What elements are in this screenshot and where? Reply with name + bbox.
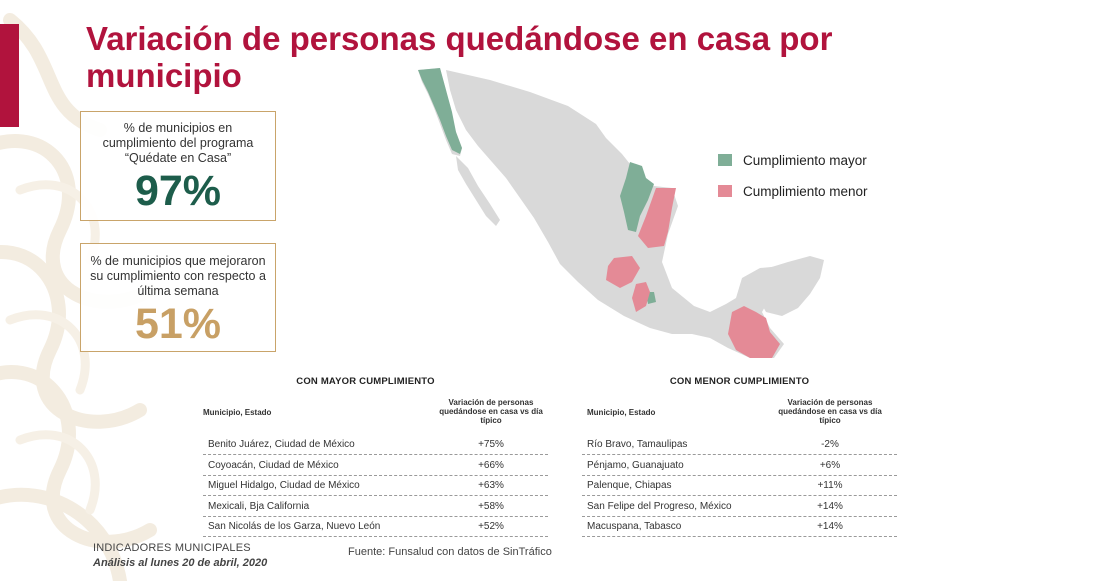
cell-municipio: Mexicali, Bja California: [208, 500, 310, 512]
legend-swatch-green: [718, 154, 732, 166]
cell-municipio: Pénjamo, Guanajuato: [587, 459, 684, 471]
legend-label: Cumplimiento mayor: [743, 152, 867, 168]
map-legend: Cumplimiento mayor Cumplimiento menor: [718, 152, 868, 214]
cell-municipio: Coyoacán, Ciudad de México: [208, 459, 339, 471]
cell-variacion: +58%: [478, 500, 504, 512]
table-row: Pénjamo, Guanajuato +6%: [582, 455, 897, 476]
kpi-label: % de municipios en cumplimiento del prog…: [102, 121, 254, 165]
table-row: Río Bravo, Tamaulipas -2%: [582, 434, 897, 455]
table-col2-header: Variación de personas quedándose en casa…: [778, 398, 882, 425]
cell-variacion: +14%: [817, 500, 843, 512]
table-row: Macuspana, Tabasco +14%: [582, 516, 897, 537]
cell-municipio: San Nicolás de los Garza, Nuevo León: [208, 521, 381, 532]
cell-variacion: +63%: [478, 480, 504, 491]
map-highlight-san-nicolas: [620, 162, 654, 232]
kpi-card-improved: % de municipios que mejoraron su cumplim…: [80, 243, 276, 352]
table-col1-header: Municipio, Estado: [587, 408, 656, 417]
legend-label: Cumplimiento menor: [743, 183, 868, 199]
cell-variacion: +66%: [478, 459, 504, 471]
footer-date: Análisis al lunes 20 de abril, 2020: [93, 557, 268, 569]
table-col1-header: Municipio, Estado: [203, 408, 272, 417]
table-row: Palenque, Chiapas +11%: [582, 475, 897, 496]
map-mainland: [446, 70, 784, 358]
table-col2-header: Variación de personas quedándose en casa…: [439, 398, 543, 425]
kpi-card-compliance: % de municipios en cumplimiento del prog…: [80, 111, 276, 221]
table-title: CON MAYOR CUMPLIMIENTO: [296, 376, 435, 387]
map-highlight-san-felipe: [632, 282, 650, 312]
cell-municipio: Palenque, Chiapas: [587, 480, 672, 491]
map-baja-sur: [456, 156, 500, 226]
table-mayor-cumplimiento: CON MAYOR CUMPLIMIENTO Municipio, Estado…: [203, 376, 548, 537]
cell-municipio: Miguel Hidalgo, Ciudad de México: [208, 480, 360, 491]
table-row: Coyoacán, Ciudad de México +66%: [203, 455, 548, 476]
footer-section-title: INDICADORES MUNICIPALES: [93, 542, 251, 554]
cell-variacion: +75%: [478, 439, 504, 450]
cell-variacion: +14%: [817, 521, 843, 532]
accent-bar: [0, 24, 19, 127]
table-row: San Felipe del Progreso, México +14%: [582, 496, 897, 517]
cell-municipio: Macuspana, Tabasco: [587, 521, 682, 532]
cell-municipio: Benito Juárez, Ciudad de México: [208, 439, 355, 450]
page-title: Variación de personas quedándose en casa…: [86, 20, 833, 94]
kpi-value: 97%: [134, 167, 222, 215]
map-highlight-rio-bravo: [638, 188, 676, 248]
map-highlight-penjamo: [606, 256, 640, 288]
legend-swatch-pink: [718, 185, 732, 197]
table-row: Miguel Hidalgo, Ciudad de México +63%: [203, 475, 548, 496]
footer-source: Fuente: Funsalud con datos de SinTráfico: [348, 546, 552, 558]
table-row: Benito Juárez, Ciudad de México +75%: [203, 434, 548, 455]
mexico-map: [418, 68, 824, 358]
table-menor-cumplimiento: CON MENOR CUMPLIMIENTO Municipio, Estado…: [582, 376, 897, 537]
table-title: CON MENOR CUMPLIMIENTO: [669, 376, 810, 387]
legend-item-mayor: Cumplimiento mayor: [718, 152, 868, 168]
legend-item-menor: Cumplimiento menor: [718, 183, 868, 199]
cell-variacion: +11%: [817, 480, 843, 491]
table-row: San Nicolás de los Garza, Nuevo León +52%: [203, 516, 548, 537]
cell-variacion: +6%: [819, 459, 841, 471]
map-yucatan: [742, 256, 824, 316]
kpi-value: 51%: [134, 300, 222, 348]
cell-variacion: +52%: [478, 521, 504, 532]
map-highlight-mexicali: [418, 68, 462, 154]
table-row: Mexicali, Bja California +58%: [203, 496, 548, 517]
cell-municipio: San Felipe del Progreso, México: [587, 500, 732, 512]
kpi-label: % de municipios que mejoraron su cumplim…: [90, 254, 266, 298]
map-highlight-macuspana-palenque: [728, 306, 780, 358]
cell-municipio: Río Bravo, Tamaulipas: [587, 439, 688, 450]
cell-variacion: -2%: [821, 439, 839, 450]
